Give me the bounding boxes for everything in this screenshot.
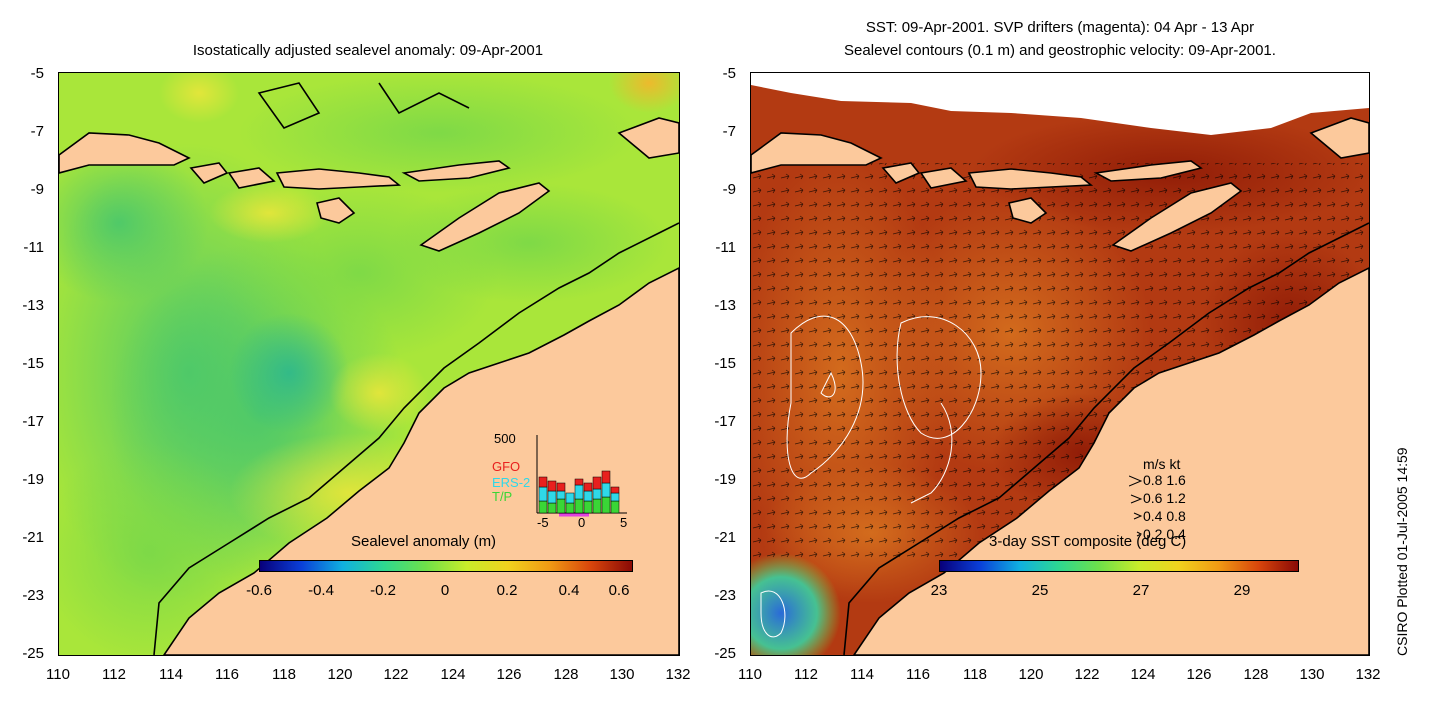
left-xtick: 122 [383, 666, 409, 683]
csiro-credit: CSIRO Plotted 01-Jul-2005 14:59 [1394, 447, 1410, 656]
sst-colorbar-label: 29 [1233, 582, 1251, 599]
sla-colorbar-title: Sealevel anomaly (m) [351, 533, 497, 550]
sla-colorbar-label: -0.4 [308, 582, 334, 599]
sla-colorbar-label: -0.2 [370, 582, 396, 599]
right-ytick: -21 [714, 529, 736, 546]
velocity-arrow-icons [1129, 475, 1143, 537]
left-ytick: -9 [30, 181, 44, 198]
left-ytick: -13 [22, 297, 44, 314]
right-ytick: -19 [714, 471, 736, 488]
right-xtick: 130 [1299, 666, 1325, 683]
right-ytick: -17 [714, 413, 736, 430]
velocity-legend-row: 0.4 0.8 [1143, 508, 1186, 524]
left-ytick: -25 [22, 645, 44, 662]
left-xtick: 126 [496, 666, 522, 683]
inset-x-label: -5 [537, 515, 549, 530]
left-xtick: 128 [553, 666, 579, 683]
left-ytick: -15 [22, 355, 44, 372]
inset-y-label: 500 [494, 431, 516, 446]
satellite-track-inset: 500 GFO ERS-2 T/P [489, 431, 639, 541]
sst-map: 3-day SST composite (deg C) 23 25 27 29 … [750, 72, 1370, 656]
left-xtick: 112 [102, 666, 126, 683]
velocity-legend-row: 0.6 1.2 [1143, 490, 1186, 506]
legend-tp: T/P [492, 489, 513, 504]
right-xtick: 116 [906, 666, 930, 683]
right-ytick: -9 [722, 181, 736, 198]
sla-colorbar-label: 0.2 [496, 582, 518, 599]
sla-map-graphic [59, 73, 679, 655]
left-ytick: -21 [22, 529, 44, 546]
right-xtick: 124 [1130, 666, 1156, 683]
legend-gfo: GFO [492, 459, 521, 474]
right-ytick: -7 [722, 123, 736, 140]
velocity-legend-header: m/s kt [1143, 456, 1181, 472]
right-ytick: -25 [714, 645, 736, 662]
timor-island [1111, 182, 1243, 252]
left-ytick: -17 [22, 413, 44, 430]
right-ytick: -23 [714, 587, 736, 604]
inset-x-label: 0 [578, 515, 586, 530]
left-xtick: 118 [272, 666, 296, 683]
left-ytick: -19 [22, 471, 44, 488]
sst-colorbar-label: 27 [1132, 582, 1150, 599]
left-ytick: -11 [23, 239, 44, 256]
right-xtick: 110 [738, 666, 762, 683]
right-ytick: -5 [722, 65, 736, 82]
sst-colorbar-label: 23 [930, 582, 948, 599]
right-xtick: 118 [963, 666, 987, 683]
sumba-island [1008, 197, 1048, 224]
left-xtick: 116 [215, 666, 239, 683]
left-xtick: 114 [159, 666, 183, 683]
right-panel-title-line1: SST: 09-Apr-2001. SVP drifters (magenta)… [865, 19, 1255, 36]
left-ytick: -23 [22, 587, 44, 604]
right-xtick: 122 [1074, 666, 1100, 683]
right-xtick: 126 [1186, 666, 1212, 683]
sea-level-anomaly-map: Sealevel anomaly (m) -0.6 -0.4 -0.2 0 0.… [58, 72, 680, 656]
right-ytick: -11 [715, 239, 736, 256]
velocity-legend-row: 0.8 1.6 [1143, 472, 1186, 488]
sla-colorbar-label: 0 [440, 582, 450, 599]
timor-island [419, 182, 551, 252]
right-xtick: 132 [1355, 666, 1381, 683]
right-ytick: -13 [714, 297, 736, 314]
sumba-island [316, 197, 356, 224]
sla-colorbar-label: 0.4 [558, 582, 580, 599]
sst-colorbar [939, 560, 1299, 572]
sla-colorbar-label: 0.6 [608, 582, 630, 599]
sst-map-graphic [751, 73, 1369, 655]
left-xtick: 124 [440, 666, 466, 683]
left-xtick: 132 [665, 666, 691, 683]
right-xtick: 128 [1243, 666, 1269, 683]
right-xtick: 120 [1018, 666, 1044, 683]
left-ytick: -5 [30, 65, 44, 82]
left-xtick: 120 [327, 666, 353, 683]
legend-ers2: ERS-2 [492, 475, 531, 490]
left-ytick: -7 [30, 123, 44, 140]
right-xtick: 114 [850, 666, 874, 683]
left-xtick: 130 [609, 666, 635, 683]
sla-colorbar [259, 560, 633, 572]
java-island [751, 132, 883, 174]
sst-colorbar-label: 25 [1031, 582, 1049, 599]
velocity-legend: m/s kt 0.8 1.6 0.6 1.2 0.4 0.8 0.2 0.4 [1129, 456, 1249, 546]
java-island [59, 132, 191, 174]
right-xtick: 112 [794, 666, 818, 683]
sst-colorbar-title: 3-day SST composite (deg C) [989, 533, 1187, 550]
sla-colorbar-label: -0.6 [246, 582, 272, 599]
right-ytick: -15 [714, 355, 736, 372]
velocity-legend-row: 0.2 0.4 [1143, 526, 1186, 542]
inset-x-label: 5 [620, 515, 628, 530]
left-xtick: 110 [46, 666, 70, 683]
right-panel-title-line2: Sealevel contours (0.1 m) and geostrophi… [844, 42, 1276, 59]
left-panel-title: Isostatically adjusted sealevel anomaly:… [192, 42, 544, 59]
